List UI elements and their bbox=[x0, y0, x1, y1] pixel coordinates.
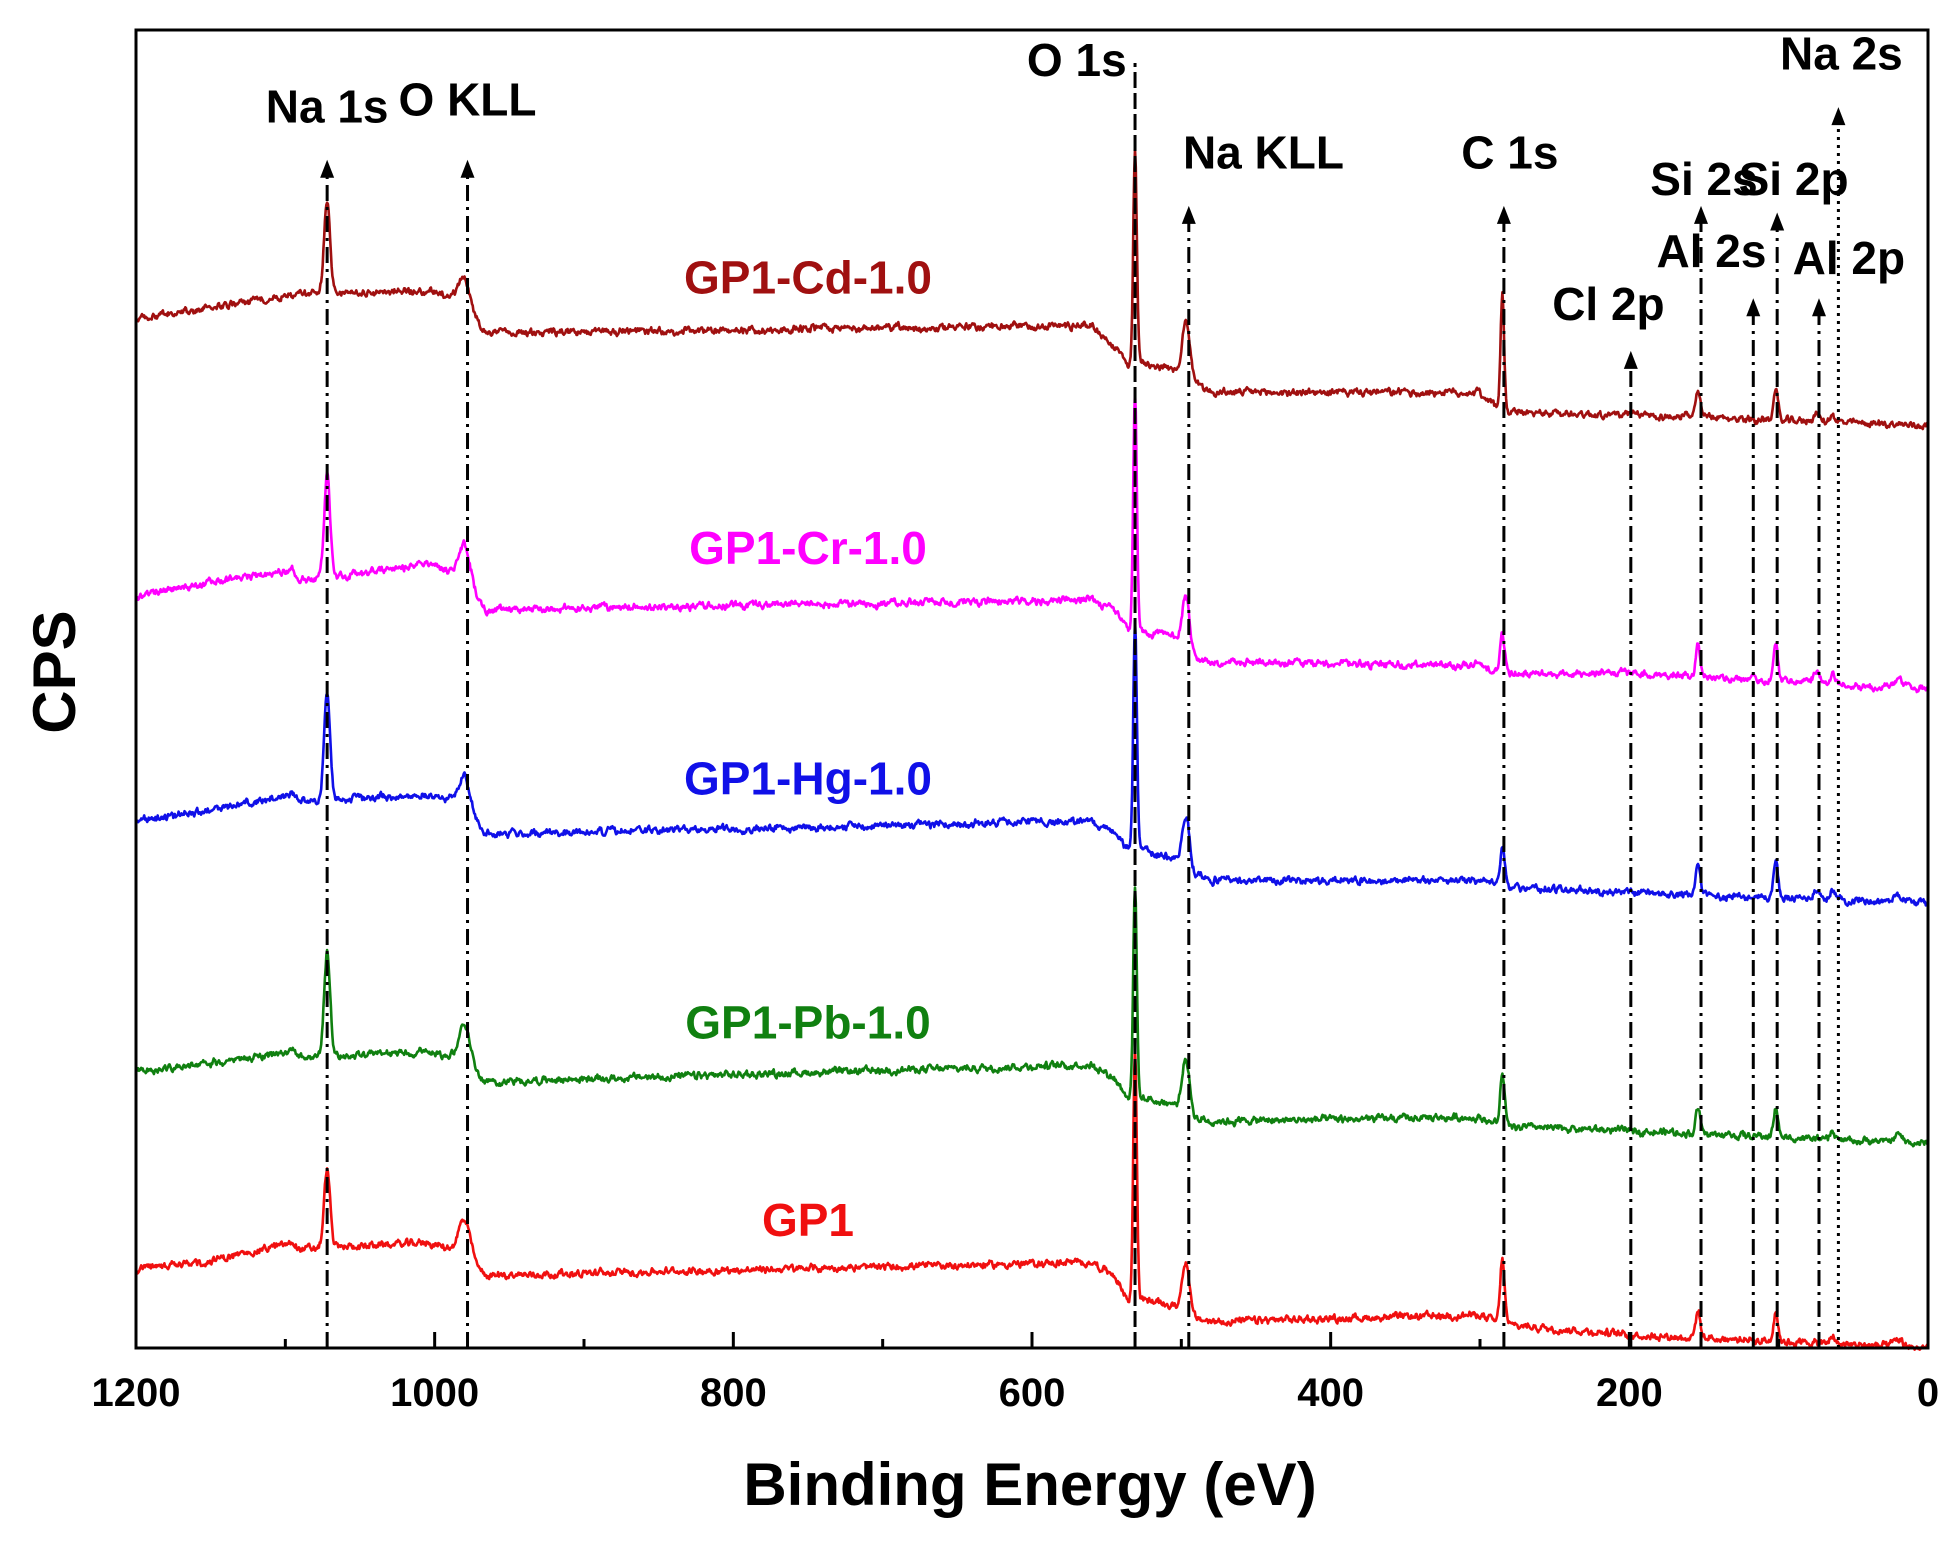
series-line-0 bbox=[134, 148, 1929, 431]
y-axis-title: CPS bbox=[21, 610, 88, 733]
annotation-label-6: Si 2p bbox=[1739, 153, 1849, 205]
x-tick-label: 800 bbox=[700, 1371, 767, 1415]
series-label-3: GP1-Pb-1.0 bbox=[685, 996, 930, 1048]
annotation-label-10: Na 2s bbox=[1780, 28, 1903, 80]
annotation-arrow-7 bbox=[1746, 298, 1761, 317]
series-line-3 bbox=[134, 886, 1930, 1148]
x-tick-label: 200 bbox=[1596, 1371, 1663, 1415]
annotation-label-0: Na 1s bbox=[266, 80, 389, 132]
annotation-arrow-5 bbox=[1694, 205, 1709, 224]
x-tick-label: 400 bbox=[1297, 1371, 1364, 1415]
annotation-label-2: O 1s bbox=[1027, 34, 1127, 86]
annotation-label-5: Si 2s bbox=[1650, 153, 1757, 205]
annotation-label-1: O KLL bbox=[399, 74, 537, 126]
annotation-label-4: C 1s bbox=[1461, 126, 1558, 178]
annotation-label-7: Al 2s bbox=[1656, 225, 1766, 277]
annotation-arrow-1 bbox=[460, 159, 475, 178]
series-label-layer: GP1-Cd-1.0 GP1-Cr-1.0 GP1-Hg-1.0 GP1-Pb-1.0… bbox=[684, 252, 932, 1246]
annotation-arrow-9 bbox=[1623, 350, 1638, 369]
x-tick-label: 0 bbox=[1917, 1371, 1939, 1415]
annotation-label-9: Cl 2p bbox=[1552, 278, 1664, 330]
series-label-1: GP1-Cr-1.0 bbox=[689, 522, 927, 574]
annotation-arrow-10 bbox=[1831, 107, 1846, 126]
annotation-arrow-8 bbox=[1811, 298, 1826, 317]
x-axis-title: Binding Energy (eV) bbox=[743, 1451, 1316, 1518]
annotation-arrow-3 bbox=[1181, 205, 1196, 224]
series-line-2 bbox=[135, 620, 1929, 907]
series-label-4: GP1 bbox=[762, 1194, 854, 1246]
series-label-2: GP1-Hg-1.0 bbox=[684, 752, 932, 804]
x-axis-ticks: 1200 1000 800 600 400 200 0 bbox=[92, 1332, 1939, 1415]
x-tick-label: 1000 bbox=[390, 1371, 479, 1415]
annotation-arrow-6 bbox=[1770, 212, 1785, 231]
annotation-arrow-4 bbox=[1496, 205, 1511, 224]
annotation-arrow-0 bbox=[320, 159, 335, 178]
annotation-label-3: Na KLL bbox=[1183, 126, 1344, 178]
x-tick-label: 1200 bbox=[92, 1371, 181, 1415]
annotation-label-8: Al 2p bbox=[1793, 232, 1905, 284]
series-line-1 bbox=[134, 391, 1929, 694]
series-label-0: GP1-Cd-1.0 bbox=[684, 252, 932, 304]
x-tick-label: 600 bbox=[999, 1371, 1066, 1415]
series-layer bbox=[134, 148, 1930, 1351]
